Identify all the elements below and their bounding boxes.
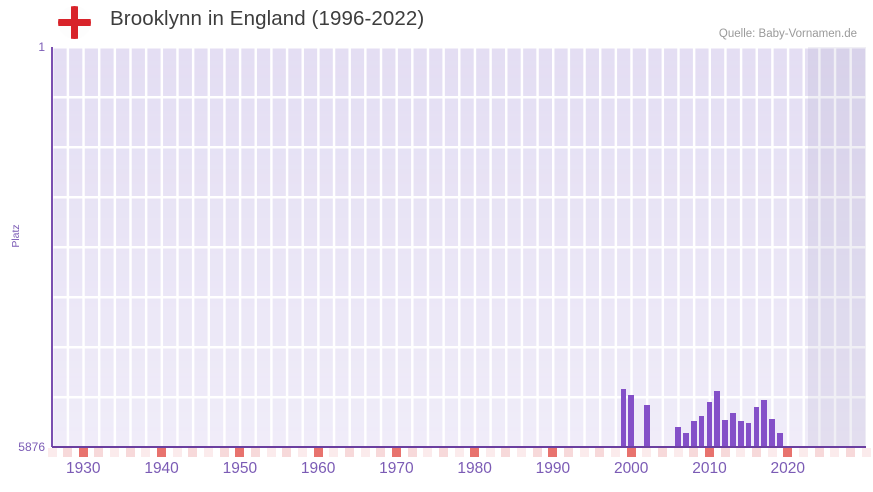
bar-2013: [730, 413, 736, 447]
x-tick-minor-1994: [579, 448, 589, 457]
grid-lines: [52, 47, 866, 447]
x-tick-minor-2018: [767, 448, 777, 457]
x-axis-label-2000: 2000: [613, 460, 649, 477]
x-tick-major-1930: [78, 448, 88, 457]
bar-2009: [698, 416, 705, 447]
x-tick-minor-1956: [282, 448, 292, 457]
x-tick-minor-2022: [798, 448, 808, 457]
x-tick-minor-2026: [830, 448, 840, 457]
x-tick-minor-2002: [642, 448, 652, 457]
x-axis-line: [52, 446, 866, 448]
bar-2008: [690, 421, 697, 447]
x-tick-minor-2024: [814, 448, 824, 457]
bar-2006: [675, 427, 681, 447]
x-tick-major-1980: [470, 448, 480, 457]
plot-area: [52, 47, 866, 447]
bar-series: [52, 47, 866, 447]
x-tick-minor-1982: [485, 448, 495, 457]
x-axis-label-2020: 2020: [770, 460, 805, 477]
bar-2010: [706, 402, 713, 447]
x-tick-minor-2004: [658, 448, 667, 457]
x-tick-minor-1988: [532, 448, 542, 457]
x-axis-label-2010: 2010: [692, 460, 727, 477]
x-tick-minor-1996: [595, 448, 605, 457]
x-axis-tick-labels: 1930 1940 1950 1960 1970 1980 1990 2000 2010 2020: [0, 460, 873, 484]
source-attribution: Quelle: Baby-Vornamen.de: [718, 28, 857, 40]
x-tick-minor-1966: [360, 448, 370, 457]
x-tick-minor-1978: [454, 448, 464, 457]
y-axis-bottom-label: 5876: [18, 440, 45, 454]
x-axis-label-1980: 1980: [457, 460, 492, 477]
x-tick-minor-1954: [266, 448, 276, 457]
bar-2018: [769, 419, 775, 447]
bar-2000: [628, 395, 634, 447]
x-axis-label-1930: 1930: [66, 460, 101, 477]
x-tick-minor-1964: [344, 448, 354, 457]
bar-2017: [761, 400, 768, 447]
x-axis-label-1950: 1950: [222, 460, 258, 477]
x-tick-major-2020: [783, 448, 793, 457]
x-tick-minor-1998: [611, 448, 621, 457]
x-tick-minor-1936: [125, 448, 135, 457]
x-tick-minor-2008: [689, 448, 699, 457]
x-tick-minor-1932: [94, 448, 104, 457]
x-tick-minor-1974: [423, 448, 433, 457]
x-tick-minor-1942: [172, 448, 182, 457]
x-tick-minor-1968: [376, 448, 386, 457]
x-tick-minor-2012: [720, 448, 730, 457]
england-flag-icon: [58, 6, 91, 39]
y-axis-title: Platz: [10, 224, 22, 248]
x-tick-minor-1972: [407, 448, 417, 457]
x-tick-major-1960: [313, 448, 323, 457]
page-title: Brooklynn in England (1996-2022): [110, 7, 425, 30]
bar-2011: [714, 391, 721, 447]
x-tick-minor-1962: [329, 448, 339, 457]
x-axis-tick-marks: [47, 448, 871, 457]
bar-2002: [644, 405, 650, 447]
x-tick-minor-1976: [438, 448, 448, 457]
x-tick-minor-1984: [501, 448, 511, 457]
x-axis-label-1960: 1960: [300, 460, 336, 477]
x-tick-minor-1934: [110, 448, 120, 457]
bar-2007: [683, 433, 689, 447]
x-tick-major-1990: [548, 448, 558, 457]
x-tick-minor-1938: [141, 448, 151, 457]
bar-2015: [745, 423, 752, 447]
x-tick-major-1940: [157, 448, 167, 457]
x-tick-minor-2016: [751, 448, 761, 457]
x-tick-major-1950: [235, 448, 245, 457]
bar-2012: [722, 420, 728, 447]
x-tick-major-1970: [391, 448, 401, 457]
x-tick-minor-1948: [219, 448, 229, 457]
out-of-range-shading: [808, 47, 866, 447]
x-tick-minor-2014: [736, 448, 746, 457]
x-tick-minor-2006: [673, 448, 683, 457]
x-tick-major-2010: [704, 448, 714, 457]
x-axis-label-1940: 1940: [144, 460, 179, 477]
x-tick-minor-1986: [517, 448, 527, 457]
bar-2016: [753, 407, 760, 447]
y-axis-top-label: 1: [38, 40, 45, 54]
x-tick-major-2000: [626, 448, 636, 457]
x-tick-minor-2028: [845, 448, 855, 457]
x-tick-minor-1958: [297, 448, 307, 457]
x-tick-minor-1926: [47, 448, 57, 457]
x-axis-label-1970: 1970: [379, 460, 414, 477]
chart-header: Brooklynn in England (1996-2022) Quelle:…: [0, 0, 873, 44]
x-tick-minor-2030: [861, 448, 871, 457]
x-tick-minor-1952: [251, 448, 260, 457]
y-axis-line: [51, 47, 53, 447]
x-tick-minor-1992: [564, 448, 574, 457]
x-tick-minor-1928: [63, 448, 73, 457]
x-tick-minor-1946: [204, 448, 214, 457]
x-axis-label-1990: 1990: [535, 460, 571, 477]
bar-2019: [777, 433, 783, 447]
bar-2014: [737, 421, 744, 447]
x-tick-minor-1944: [188, 448, 198, 457]
bar-1999: [620, 389, 627, 447]
